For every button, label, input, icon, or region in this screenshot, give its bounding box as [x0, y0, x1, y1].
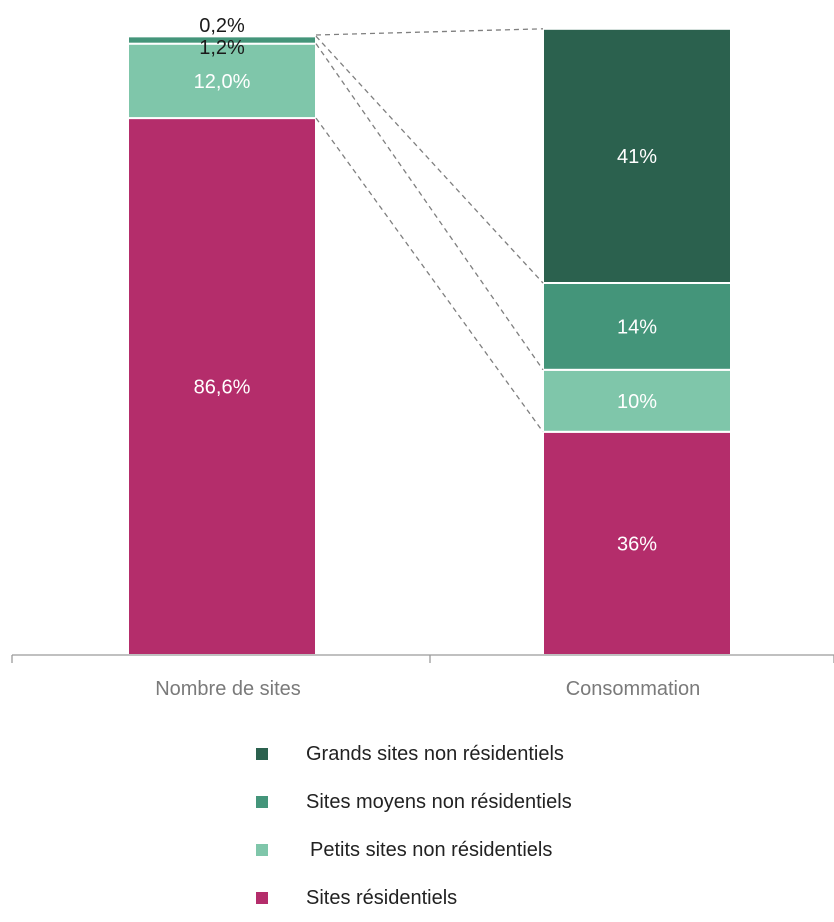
data-label-nombre-de-sites-sites-residentiels: 86,6%	[194, 377, 251, 399]
data-label-nombre-de-sites-grands-sites-non-residentiels: 0,2%	[199, 15, 245, 37]
legend-swatch-petits-sites	[256, 844, 268, 856]
data-label-consommation-sites-residentiels: 36%	[617, 533, 657, 555]
x-tick-label-consommation: Consommation	[566, 678, 701, 700]
legend-item-petits-sites: Petits sites non résidentiels	[256, 826, 816, 874]
connector-lines	[315, 28, 544, 433]
legend-label-petits-sites: Petits sites non résidentiels	[310, 838, 553, 861]
connector-line-sites-residentiels	[315, 117, 544, 433]
x-axis: Nombre de sites Consommation	[11, 654, 834, 700]
x-tick-label-nombre-de-sites: Nombre de sites	[155, 678, 301, 700]
data-label-nombre-de-sites-sites-moyens-non-residentiels: 1,2%	[199, 37, 245, 59]
bar-segment-nombre-de-sites-grands-sites-non-residentiels	[127, 34, 317, 38]
legend-label-sites-moyens: Sites moyens non résidentiels	[306, 790, 572, 813]
data-label-nombre-de-sites-petits-sites-non-residentiels: 12,0%	[194, 71, 251, 93]
chart-plot-area: 86,6% 12,0% 1,2%0,2% 36% 10% 14% 41% Nombre de …	[11, 15, 834, 700]
legend: Grands sites non résidentiels Sites moye…	[256, 730, 816, 922]
legend-swatch-grands-sites	[256, 748, 268, 760]
legend-label-sites-residentiels: Sites résidentiels	[306, 886, 458, 909]
bar-segment-consommation-sites-residentiels	[542, 430, 732, 656]
legend-item-grands-sites: Grands sites non résidentiels	[256, 730, 816, 778]
bar-segment-nombre-de-sites-petits-sites-non-residentiels	[127, 42, 317, 120]
data-label-consommation-sites-moyens-non-residentiels: 14%	[617, 316, 657, 338]
stacked-bar-chart: 86,6% 12,0% 1,2% 0,2% 36% 10% 14% 41% Nombre de …	[11, 15, 834, 909]
legend-item-sites-moyens: Sites moyens non résidentiels	[256, 778, 816, 826]
connector-line-petits-sites-non-residentiels	[315, 43, 544, 371]
data-label-consommation-petits-sites-non-residentiels: 10%	[617, 391, 657, 413]
data-label-consommation-grands-sites-non-residentiels: 41%	[617, 146, 657, 168]
data-labels: 86,6% 12,0% 1,2%0,2% 36% 10% 14% 41%	[194, 15, 658, 555]
connector-line-sites-moyens-non-residentiels	[315, 35, 544, 284]
bar-segments	[127, 27, 732, 656]
bar-segment-nombre-de-sites-sites-residentiels	[127, 117, 317, 656]
connector-line-grands-sites-non-residentiels	[315, 28, 544, 36]
legend-label-grands-sites: Grands sites non résidentiels	[306, 742, 564, 765]
legend-swatch-sites-residentiels	[256, 892, 268, 904]
bar-segment-consommation-grands-sites-non-residentiels	[542, 27, 732, 284]
legend-item-sites-residentiels: Sites résidentiels	[256, 874, 816, 922]
legend-swatch-sites-moyens	[256, 796, 268, 808]
